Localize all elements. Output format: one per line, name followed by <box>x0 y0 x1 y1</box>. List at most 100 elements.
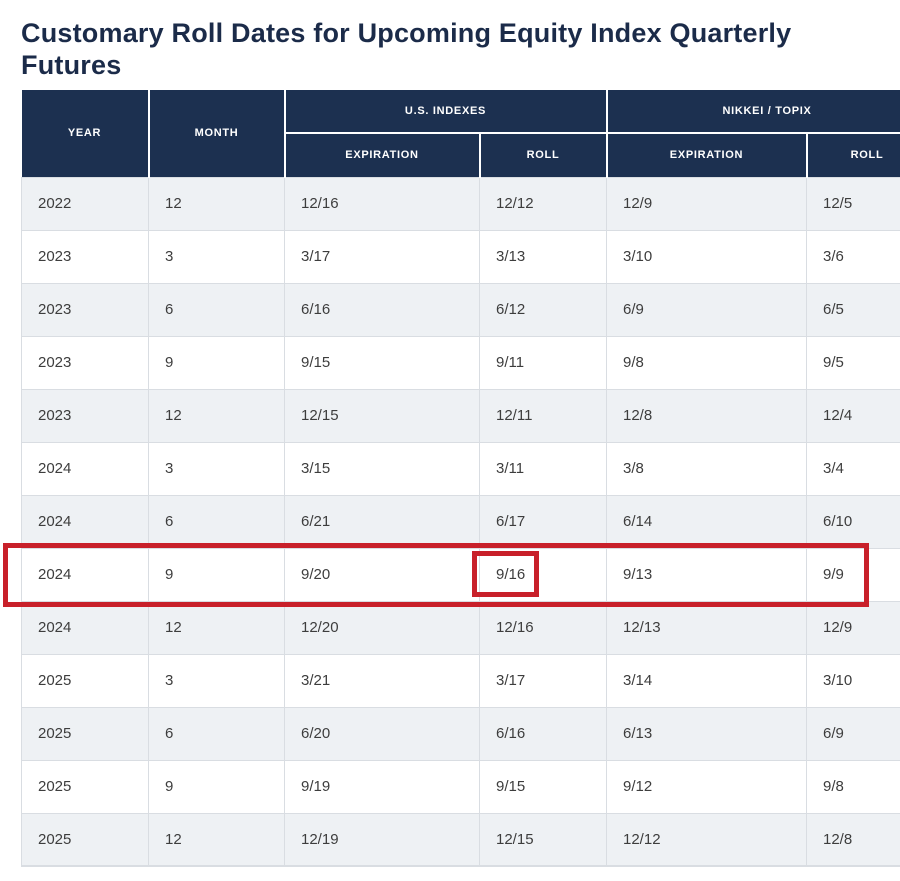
cell-nikkei-roll: 6/9 <box>806 706 900 760</box>
cell-us-roll: 9/15 <box>479 759 607 813</box>
cell-nikkei-expiration: 9/13 <box>606 547 807 601</box>
cell-nikkei-expiration: 12/13 <box>606 600 807 654</box>
table-row: 2023 9 9/15 9/11 9/8 9/5 <box>21 335 900 389</box>
cell-month: 3 <box>148 441 285 495</box>
cell-nikkei-roll: 9/5 <box>806 335 900 389</box>
cell-year: 2023 <box>21 282 149 336</box>
cell-nikkei-roll: 6/10 <box>806 494 900 548</box>
cell-us-expiration: 9/19 <box>284 759 480 813</box>
table-row: 2024 9 9/20 9/16 9/13 9/9 <box>21 547 900 601</box>
cell-nikkei-roll: 3/4 <box>806 441 900 495</box>
cell-nikkei-expiration: 3/14 <box>606 653 807 707</box>
cell-nikkei-expiration: 12/12 <box>606 812 807 867</box>
table-row: 2023 3 3/17 3/13 3/10 3/6 <box>21 229 900 283</box>
col-header-nikkei-roll: ROLL <box>806 133 900 177</box>
col-header-year: YEAR <box>21 90 150 177</box>
cell-us-roll: 6/16 <box>479 706 607 760</box>
cell-us-expiration: 9/20 <box>284 547 480 601</box>
cell-nikkei-roll: 3/10 <box>806 653 900 707</box>
table-row: 2025 6 6/20 6/16 6/13 6/9 <box>21 706 900 760</box>
cell-nikkei-roll: 12/5 <box>806 176 900 230</box>
cell-us-expiration: 12/16 <box>284 176 480 230</box>
cell-us-roll: 12/11 <box>479 388 607 442</box>
cell-us-roll: 3/13 <box>479 229 607 283</box>
cell-nikkei-expiration: 9/12 <box>606 759 807 813</box>
cell-nikkei-roll: 12/4 <box>806 388 900 442</box>
col-header-us-expiration: EXPIRATION <box>284 133 481 177</box>
roll-dates-table-container: YEAR MONTH U.S. INDEXES NIKKEI / TOPIX E… <box>21 90 900 867</box>
table-row: 2025 3 3/21 3/17 3/14 3/10 <box>21 653 900 707</box>
cell-nikkei-expiration: 6/9 <box>606 282 807 336</box>
table-row: 2024 12 12/20 12/16 12/13 12/9 <box>21 600 900 654</box>
cell-nikkei-expiration: 12/8 <box>606 388 807 442</box>
cell-us-roll: 9/16 <box>479 547 607 601</box>
cell-us-roll: 9/11 <box>479 335 607 389</box>
col-header-nikkei-expiration: EXPIRATION <box>606 133 808 177</box>
cell-year: 2025 <box>21 706 149 760</box>
cell-us-roll: 12/15 <box>479 812 607 867</box>
cell-us-expiration: 12/15 <box>284 388 480 442</box>
cell-month: 6 <box>148 494 285 548</box>
cell-us-expiration: 3/21 <box>284 653 480 707</box>
cell-us-expiration: 6/20 <box>284 706 480 760</box>
cell-nikkei-roll: 12/9 <box>806 600 900 654</box>
cell-month: 12 <box>148 812 285 867</box>
cell-year: 2023 <box>21 388 149 442</box>
cell-nikkei-roll: 9/9 <box>806 547 900 601</box>
roll-dates-table: YEAR MONTH U.S. INDEXES NIKKEI / TOPIX E… <box>21 90 900 867</box>
table-header: YEAR MONTH U.S. INDEXES NIKKEI / TOPIX E… <box>21 90 900 177</box>
cell-month: 6 <box>148 282 285 336</box>
table-row: 2024 3 3/15 3/11 3/8 3/4 <box>21 441 900 495</box>
cell-nikkei-expiration: 6/13 <box>606 706 807 760</box>
cell-month: 12 <box>148 600 285 654</box>
table-row: 2025 12 12/19 12/15 12/12 12/8 <box>21 812 900 867</box>
cell-month: 9 <box>148 759 285 813</box>
page-title: Customary Roll Dates for Upcoming Equity… <box>21 18 792 80</box>
cell-us-roll: 3/11 <box>479 441 607 495</box>
table-row: 2024 6 6/21 6/17 6/14 6/10 <box>21 494 900 548</box>
cell-us-expiration: 12/19 <box>284 812 480 867</box>
cell-us-roll: 3/17 <box>479 653 607 707</box>
cell-month: 6 <box>148 706 285 760</box>
cell-nikkei-expiration: 6/14 <box>606 494 807 548</box>
cell-us-roll: 12/12 <box>479 176 607 230</box>
cell-year: 2023 <box>21 229 149 283</box>
col-header-nikkei-topix: NIKKEI / TOPIX <box>606 90 900 134</box>
table-row: 2025 9 9/19 9/15 9/12 9/8 <box>21 759 900 813</box>
table-row: 2023 12 12/15 12/11 12/8 12/4 <box>21 388 900 442</box>
table-body: 2022 12 12/16 12/12 12/9 12/5 2023 3 3/17 3/13 3/1… <box>21 176 900 867</box>
cell-year: 2025 <box>21 759 149 813</box>
cell-nikkei-expiration: 12/9 <box>606 176 807 230</box>
cell-month: 3 <box>148 653 285 707</box>
col-header-month: MONTH <box>148 90 286 177</box>
table-row: 2022 12 12/16 12/12 12/9 12/5 <box>21 176 900 230</box>
cell-year: 2025 <box>21 653 149 707</box>
cell-year: 2024 <box>21 547 149 601</box>
cell-month: 9 <box>148 547 285 601</box>
cell-us-expiration: 6/21 <box>284 494 480 548</box>
cell-year: 2024 <box>21 441 149 495</box>
cell-us-roll: 6/12 <box>479 282 607 336</box>
cell-month: 9 <box>148 335 285 389</box>
cell-nikkei-roll: 9/8 <box>806 759 900 813</box>
cell-nikkei-expiration: 3/10 <box>606 229 807 283</box>
cell-year: 2023 <box>21 335 149 389</box>
cell-nikkei-roll: 6/5 <box>806 282 900 336</box>
cell-us-roll: 6/17 <box>479 494 607 548</box>
cell-us-expiration: 3/15 <box>284 441 480 495</box>
cell-us-expiration: 9/15 <box>284 335 480 389</box>
cell-month: 3 <box>148 229 285 283</box>
cell-us-expiration: 3/17 <box>284 229 480 283</box>
cell-year: 2024 <box>21 494 149 548</box>
cell-year: 2024 <box>21 600 149 654</box>
cell-us-expiration: 6/16 <box>284 282 480 336</box>
cell-year: 2022 <box>21 176 149 230</box>
cell-nikkei-roll: 12/8 <box>806 812 900 867</box>
col-header-us-indexes: U.S. INDEXES <box>284 90 608 134</box>
cell-year: 2025 <box>21 812 149 867</box>
cell-month: 12 <box>148 176 285 230</box>
table-row: 2023 6 6/16 6/12 6/9 6/5 <box>21 282 900 336</box>
cell-nikkei-roll: 3/6 <box>806 229 900 283</box>
col-header-us-roll: ROLL <box>479 133 608 177</box>
